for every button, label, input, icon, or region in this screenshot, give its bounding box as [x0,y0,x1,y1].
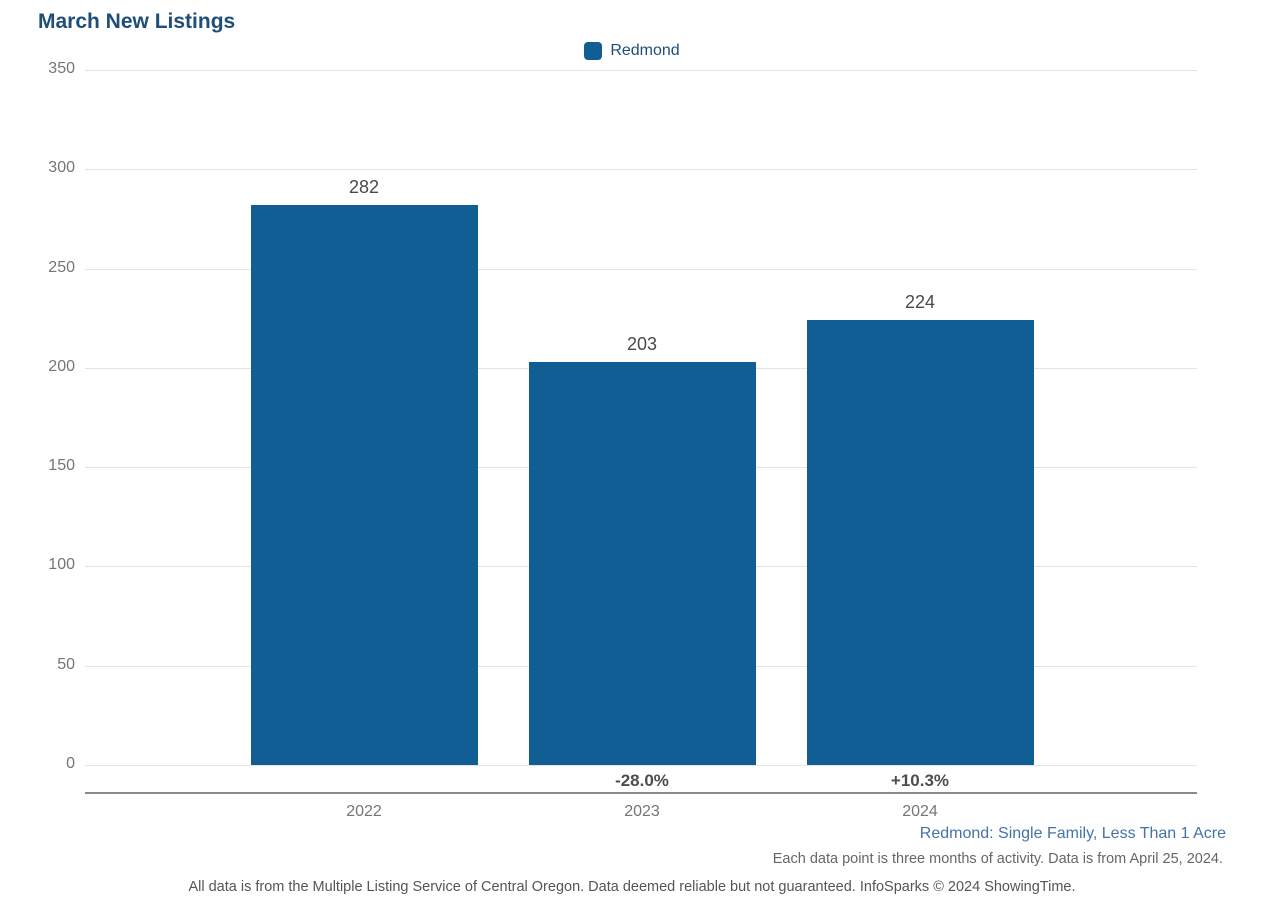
footnote-disclaimer: All data is from the Multiple Listing Se… [188,879,1076,895]
legend-swatch-icon [584,42,603,60]
y-tick-label: 0 [66,755,75,772]
x-tick-label: 2023 [624,803,660,820]
pct-change-label: -28.0% [615,771,669,790]
plot-area: 282 203 224 [85,70,1197,766]
legend-label: Redmond [610,42,680,59]
pct-change-label: +10.3% [890,771,950,790]
bar-value-label: 224 [904,292,936,313]
chart-title: March New Listings [38,10,236,33]
grid-line [85,70,1197,71]
bar-2023[interactable] [528,361,756,765]
y-tick-label: 250 [48,258,75,276]
y-tick-label: 50 [57,655,75,673]
bar-value-label: 282 [348,177,380,198]
y-tick-label: 200 [48,357,75,375]
y-tick-label: 150 [48,457,75,475]
footnote-segment: Redmond: Single Family, Less Than 1 Acre [919,825,1226,842]
grid-line [85,765,1197,766]
x-axis-line [85,792,1197,794]
x-tick-label: 2022 [346,803,382,820]
bar-2022[interactable] [250,205,478,765]
grid-line [85,169,1197,171]
legend[interactable]: Redmond [0,42,1264,60]
y-tick-label: 300 [48,159,75,177]
footnote-data-note: Each data point is three months of activ… [772,851,1223,867]
x-tick-label: 2024 [902,803,938,820]
y-tick-label: 100 [48,556,75,574]
bar-2024[interactable] [806,320,1034,765]
grid-line [85,268,1197,270]
y-tick-label: 350 [48,60,75,77]
bar-value-label: 203 [626,333,658,354]
